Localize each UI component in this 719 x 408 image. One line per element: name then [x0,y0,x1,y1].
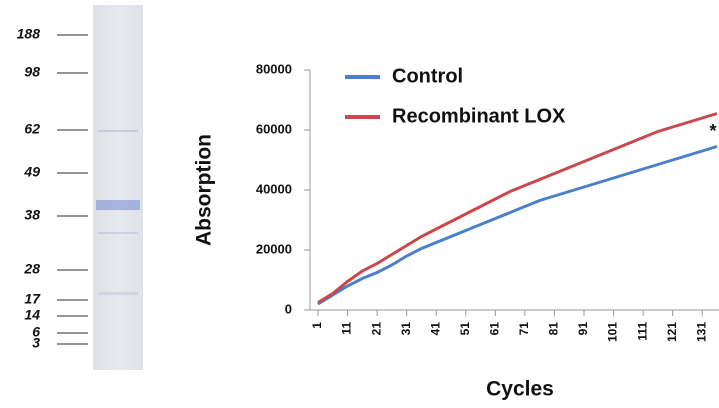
gel-band [98,232,138,234]
x-tick-label: 121 [665,322,679,342]
y-tick-label: 40000 [256,181,292,196]
marker-label: 28 [23,261,40,277]
x-tick-label: 11 [340,322,354,335]
marker-label: 62 [24,121,40,137]
y-tick-label: 80000 [256,61,292,76]
x-tick-label: 61 [488,322,502,336]
series-line [317,145,718,306]
x-axis-title: Cycles [486,378,554,401]
x-tick-label: 91 [576,322,590,336]
marker-label: 38 [24,207,40,223]
marker-label: 17 [24,291,41,307]
marker-label: 14 [24,307,40,323]
x-tick-label: 1 [310,322,324,329]
marker-label: 188 [17,26,41,42]
y-axis-title: Absorption [193,134,216,246]
marker-label: 98 [24,64,40,80]
x-tick-label: 31 [399,322,413,336]
marker-label: 3 [32,335,40,351]
gel-band [96,200,140,210]
annotation: * [709,121,716,141]
x-tick-label: 41 [428,322,442,336]
x-tick-label: 51 [458,322,472,336]
legend-label: Recombinant LOX [392,105,566,127]
x-tick-label: 101 [606,322,620,342]
x-tick-label: 21 [369,322,383,336]
x-tick-label: 71 [517,322,531,336]
marker-label: 6 [32,324,40,340]
x-tick-label: 111 [635,322,649,341]
y-tick-label: 60000 [256,121,292,136]
gel-lane [93,5,143,370]
legend-label: Control [392,65,463,87]
y-tick-label: 0 [285,301,292,316]
gel-band [98,292,138,295]
gel-band [98,130,138,132]
x-tick-label: 131 [694,322,708,342]
marker-label: 49 [23,164,40,180]
x-tick-label: 81 [547,322,561,336]
y-tick-label: 20000 [256,241,292,256]
series-line [317,112,718,304]
